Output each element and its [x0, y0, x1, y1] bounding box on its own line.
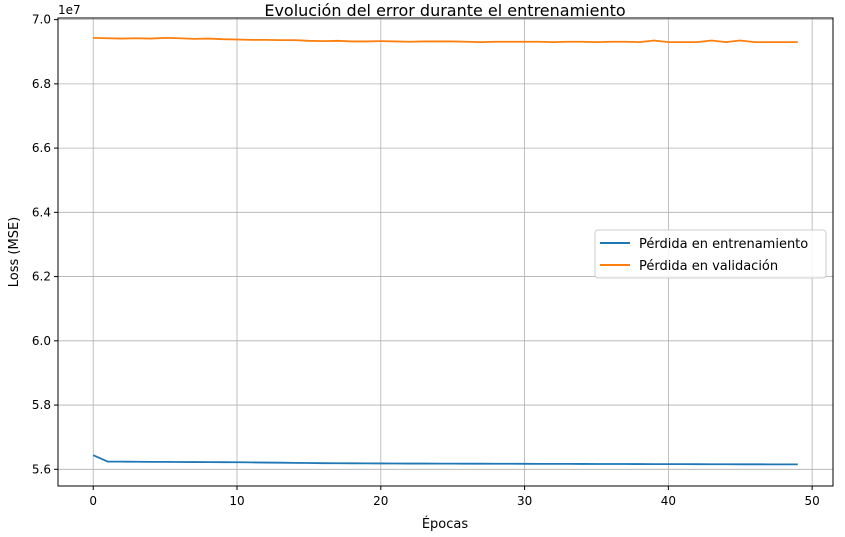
y-axis-label: Loss (MSE) — [7, 217, 22, 287]
grid — [58, 18, 833, 486]
x-axis-label: Épocas — [422, 516, 469, 532]
legend-label-training: Pérdida en entrenamiento — [639, 237, 808, 252]
y-tick-label: 6.6 — [32, 141, 51, 155]
legend-label-validation: Pérdida en validación — [639, 259, 778, 274]
chart-title: Evolución del error durante el entrenami… — [264, 1, 625, 20]
x-tick-label: 40 — [661, 494, 676, 508]
x-tick-label: 10 — [229, 494, 244, 508]
series-line-training — [92, 454, 798, 466]
x-tick-label: 20 — [373, 494, 388, 508]
series-line-validation — [93, 37, 798, 43]
x-tick-label: 0 — [89, 494, 97, 508]
y-tick-label: 6.2 — [32, 270, 51, 284]
y-axis-offset-label: 1e7 — [58, 3, 81, 17]
y-tick-label: 6.0 — [32, 334, 51, 348]
series-lines — [92, 37, 798, 466]
y-tick-label: 6.4 — [32, 205, 51, 219]
x-tick-label: 50 — [805, 494, 820, 508]
y-tick-label: 7.0 — [32, 13, 51, 27]
x-axis-ticks: 0 10 20 30 40 50 — [89, 486, 820, 508]
legend-box — [594, 229, 827, 279]
y-tick-label: 5.8 — [32, 398, 51, 412]
x-tick-label: 30 — [517, 494, 532, 508]
y-tick-label: 5.6 — [32, 462, 51, 476]
y-tick-label: 6.8 — [32, 77, 51, 91]
legend: Pérdida en entrenamiento Pérdida en vali… — [594, 229, 827, 279]
plot-frame — [57, 17, 834, 487]
y-axis-ticks: 5.6 5.8 6.0 6.2 6.4 6.6 6.8 7.0 — [32, 13, 58, 476]
